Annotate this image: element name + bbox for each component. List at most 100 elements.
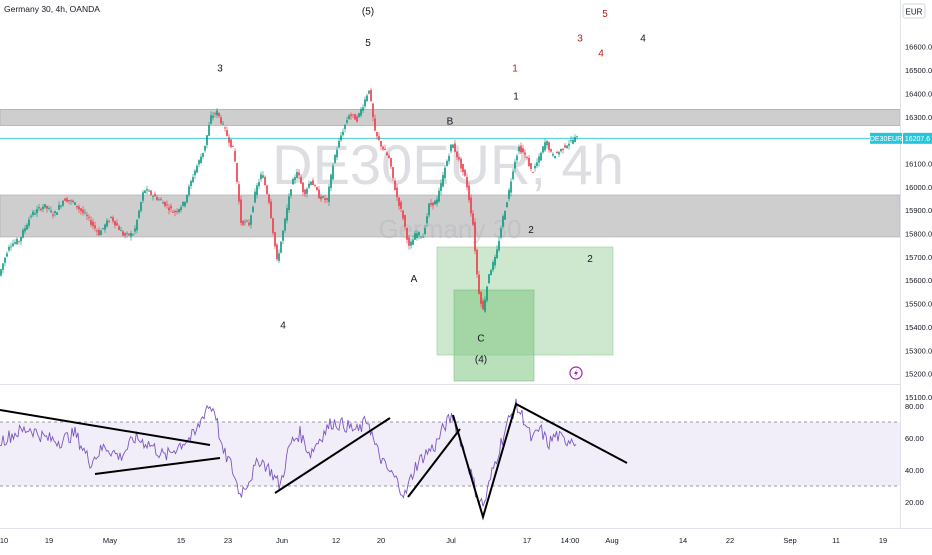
candle-body [432, 202, 434, 206]
candle-body [32, 211, 34, 216]
target-box[interactable] [453, 289, 535, 382]
candle-body [120, 230, 122, 232]
candle-body [102, 227, 104, 229]
candle-body [320, 196, 322, 200]
candle-body [352, 114, 354, 116]
candle-body [84, 212, 86, 214]
candle-body [154, 193, 156, 197]
candle-body [512, 171, 514, 179]
trendline[interactable] [452, 402, 628, 521]
candle-body [238, 184, 240, 202]
candle-body [416, 233, 418, 239]
candle-body [340, 135, 342, 141]
candle-body [214, 113, 216, 115]
candle-body [260, 174, 262, 180]
candle-body [520, 145, 522, 153]
candle-body [308, 183, 310, 188]
support-zone[interactable] [0, 194, 901, 238]
candle-body [332, 165, 334, 180]
candle-body [462, 163, 464, 172]
trendline[interactable] [0, 409, 211, 446]
candle-body [412, 239, 414, 245]
candle-body [182, 201, 184, 206]
candle-body [58, 204, 60, 210]
candle-body [408, 237, 410, 246]
wave-label: 1 [512, 64, 518, 75]
currency-badge[interactable]: EUR [902, 3, 926, 19]
flash-icon[interactable] [569, 366, 583, 380]
candle-body [174, 210, 176, 213]
candle-body [192, 177, 194, 183]
trendline[interactable] [94, 457, 221, 475]
candle-body [164, 201, 166, 207]
candle-body [230, 139, 232, 148]
candle-body [486, 286, 488, 301]
candle-body [478, 274, 480, 294]
time-label: Sep [783, 536, 796, 545]
candle-body [468, 185, 470, 201]
price-tick-label: 15400.0 [905, 323, 932, 332]
price-tick-label: 15900.0 [905, 206, 932, 215]
candle-body [548, 142, 550, 151]
candle-body [362, 107, 364, 111]
candle-body [44, 204, 46, 208]
candle-body [426, 216, 428, 224]
trendline[interactable] [407, 428, 461, 498]
time-axis[interactable]: 10 19 May 15 23 Jun 12 20 Jul 17 14:00 Aug 14 22 Sep 11… [0, 536, 887, 545]
candle-body [208, 125, 210, 136]
candle-body [250, 215, 252, 225]
candle-body [52, 214, 54, 216]
candle-body [502, 216, 504, 227]
candle-body [60, 205, 62, 207]
candle-body [330, 174, 332, 188]
candle-body [270, 201, 272, 219]
candle-body [472, 213, 474, 225]
wave-label: 4 [280, 321, 286, 332]
candle-body [296, 171, 298, 178]
rsi-trendlines[interactable] [0, 402, 628, 521]
candle-body [438, 190, 440, 202]
candle-body [376, 132, 378, 137]
candle-body [382, 146, 384, 150]
candle-body [128, 233, 130, 236]
candle-body [572, 139, 574, 144]
candle-body [464, 169, 466, 176]
candle-body [482, 300, 484, 310]
candle-body [48, 208, 50, 210]
time-label: Jul [446, 536, 456, 545]
time-label: May [103, 536, 117, 545]
candle-body [360, 109, 362, 116]
candle-body [16, 238, 18, 245]
time-label: 22 [726, 536, 734, 545]
wave-label: (4) [475, 354, 487, 365]
candle-body [34, 213, 36, 215]
candle-body [552, 153, 554, 156]
candle-body [386, 152, 388, 156]
wave-label: (5) [362, 7, 374, 18]
candle-body [206, 135, 208, 146]
candle-body [406, 228, 408, 240]
candle-body [90, 220, 92, 225]
wave-label: 5 [365, 38, 371, 49]
price-zones [0, 109, 901, 238]
rsi-tick-label: 40.00 [905, 466, 924, 475]
candle-body [132, 234, 134, 236]
candle-body [168, 207, 170, 211]
candle-body [514, 161, 516, 169]
candle-body [190, 181, 192, 186]
candle-body [524, 152, 526, 155]
candle-body [378, 136, 380, 140]
price-scale[interactable] [900, 0, 932, 384]
candle-body [146, 189, 148, 191]
trendline[interactable] [274, 417, 391, 494]
candle-body [106, 220, 108, 227]
candle-body [188, 186, 190, 196]
candle-body [108, 220, 110, 222]
candle-body [126, 232, 128, 234]
candle-body [526, 157, 528, 159]
time-label: 12 [332, 536, 340, 545]
candle-body [484, 299, 486, 312]
price-tick-label: 15300.0 [905, 346, 932, 355]
candle-body [444, 167, 446, 179]
